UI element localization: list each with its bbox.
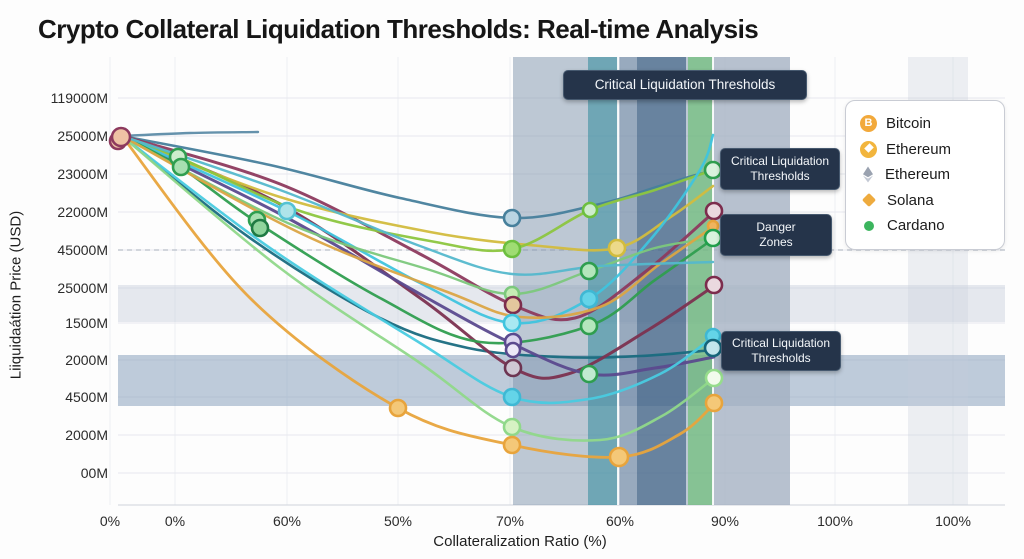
y-axis-tick: 2000M	[65, 352, 108, 368]
annotation-critical-liquidation-thresholds-lower: Critical Liquidation Thresholds	[721, 331, 841, 371]
y-axis-tick: 1500M	[65, 315, 108, 331]
y-axis-tick: 4500M	[65, 389, 108, 405]
y-axis-tick: 22000M	[57, 204, 108, 220]
y-axis-tick: 25000M	[57, 280, 108, 296]
annotation-critical-liquidation-thresholds-upper: Critical Liquidation Thresholds	[720, 148, 840, 190]
legend-item-ethereum-gold: Ethereum	[860, 137, 990, 163]
annotation-danger-zones: Danger Zones	[720, 214, 832, 256]
legend-label: Bitcoin	[886, 115, 932, 133]
bitcoin-icon: B	[860, 115, 877, 133]
y-axis-tick: 23000M	[57, 166, 108, 182]
y-axis-tick: 119000M	[50, 90, 108, 106]
x-axis-tick: 60%	[605, 513, 635, 529]
x-axis-tick: 0%	[99, 513, 121, 529]
legend-label: Cardano	[887, 217, 945, 235]
ethereum-gold-icon	[860, 140, 877, 158]
x-axis-title: Collateralization Ratio (%)	[433, 533, 607, 550]
x-axis-tick: 100%	[817, 513, 853, 529]
legend-label: Ethereum	[885, 166, 951, 184]
legend-label: Ethereum	[886, 140, 952, 158]
legend-label: Solana	[887, 191, 934, 209]
x-axis-tick: 100%	[935, 513, 971, 529]
y-axis-title: Liiquidaátion Price (USD)	[7, 210, 25, 380]
x-axis-tick: 60%	[272, 513, 302, 529]
annotation-critical-liquidation-thresholds-top: Critical Liquidation Thresholds	[563, 70, 807, 100]
solana-icon	[861, 193, 877, 208]
legend-item-bitcoin: B Bitcoin	[860, 111, 990, 137]
y-axis-tick: 45000M	[57, 242, 108, 258]
legend-item-solana: Solana	[860, 188, 990, 214]
y-axis-tick: 25000M	[57, 128, 108, 144]
y-axis-tick: 2000M	[65, 427, 108, 443]
ethereum-gray-icon	[860, 166, 876, 183]
cardano-icon	[864, 220, 874, 231]
y-axis-tick: 00M	[80, 465, 108, 481]
page-title: Crypto Collateral Liquidation Thresholds…	[38, 14, 759, 44]
legend-item-ethereum-gray: Ethereum	[860, 162, 990, 188]
chart-legend: B Bitcoin Ethereum Ethereum Solana Carda…	[845, 100, 1005, 250]
x-axis-tick: 50%	[383, 513, 413, 529]
x-axis-tick: 0%	[164, 513, 186, 529]
legend-item-cardano: Cardano	[860, 213, 990, 239]
x-axis-tick: 70%	[495, 513, 525, 529]
x-axis-tick: 90%	[710, 513, 740, 529]
